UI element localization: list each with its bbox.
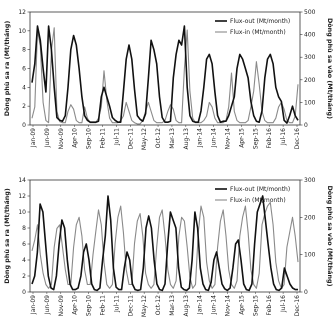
legend-label-flux-out: Flux-out (Mt/month)	[230, 186, 290, 193]
y-right-axis-label: Dòng phù sa vào (Mt/tháng)	[326, 18, 334, 119]
x-tick-label: Mar-13	[169, 295, 176, 316]
legend-label-flux-in: Flux-in (Mt/month)	[230, 29, 286, 36]
legend-label-flux-in: Flux-in (Mt/month)	[230, 197, 286, 204]
series-line-flux-in	[31, 27, 299, 125]
y-left-axis-label: Dòng phù sa ra (Mt/tháng)	[3, 188, 11, 284]
y-right-tick-label: 300	[304, 54, 316, 61]
x-tick-label: Apr-10	[72, 295, 79, 315]
x-tick-label: Oct-12	[155, 295, 162, 315]
x-tick-label: Sep-10	[86, 295, 93, 316]
x-tick-label: Jun-14	[211, 295, 218, 315]
x-tick-label: Dec-11	[127, 295, 134, 317]
x-tick-label: Nov-09	[58, 295, 65, 317]
x-tick-label: Feb-11	[99, 128, 106, 149]
x-tick-label: Jan-09	[30, 295, 37, 315]
y-left-tick-label: 6	[22, 241, 26, 248]
x-tick-label: Mar-13	[169, 128, 176, 149]
x-tick-label: Jul-11	[113, 295, 120, 313]
y-left-tick-label: 2	[22, 103, 26, 110]
y-left-axis-label: Dòng phù sa ra (Mt/tháng)	[3, 21, 11, 117]
x-tick-label: Dec-16	[294, 128, 301, 150]
x-tick-label: Jul-11	[113, 128, 120, 146]
x-tick-label: Jan-14	[197, 295, 204, 315]
x-tick-label: Nov-14	[225, 128, 232, 150]
x-tick-label: Aug-13	[183, 295, 190, 317]
y-left-tick-label: 12	[18, 9, 26, 16]
y-left-tick-label: 10	[18, 28, 26, 35]
x-tick-label: Jun-09	[44, 128, 51, 148]
y-left-tick-label: 0	[22, 122, 26, 129]
series-line-flux-in	[31, 201, 299, 289]
x-tick-label: May-12	[141, 295, 148, 317]
y-left-tick-label: 0	[22, 289, 26, 296]
y-right-tick-label: 400	[304, 32, 316, 39]
series-line-flux-out	[31, 25, 299, 124]
x-tick-label: Apr-15	[238, 128, 245, 148]
y-right-tick-label: 0	[304, 122, 308, 129]
y-right-tick-label: 300	[304, 177, 316, 184]
y-right-tick-label: 100	[304, 99, 316, 106]
chart-panel-top: 0 2 4 6 8 10 12 0 100 200 300 400 500 Jan-09 Jun-09 Nov…	[3, 9, 334, 150]
y-left-tick-label: 6	[22, 66, 26, 73]
x-tick-label: Feb-16	[266, 128, 273, 149]
x-tick-label: Dec-11	[127, 128, 134, 150]
x-tick-label: Apr-15	[238, 295, 245, 315]
x-tick-label: Sep-15	[252, 295, 259, 316]
x-tick-label: Dec-16	[294, 295, 301, 317]
plot-frame	[29, 179, 301, 293]
y-left-tick-label: 8	[22, 47, 26, 54]
y-right-axis-label: Dòng phù sa vào (Mt/tháng)	[326, 185, 334, 286]
y-right-tick-label: 0	[304, 289, 308, 296]
y-left-tick-label: 4	[22, 257, 26, 264]
y-right-tick-label: 200	[304, 214, 316, 221]
y-left-tick-label: 4	[22, 84, 26, 91]
x-tick-label: Jul-16	[280, 295, 287, 313]
y-left-tick-label: 8	[22, 225, 26, 232]
x-tick-label: Jan-14	[197, 128, 204, 148]
y-left-tick-label: 10	[18, 209, 26, 216]
x-tick-label: Jan-09	[30, 128, 37, 148]
x-tick-label: Jun-09	[44, 295, 51, 315]
x-tick-label: Feb-16	[266, 295, 273, 316]
x-tick-label: Apr-10	[72, 128, 79, 148]
x-tick-label: Nov-09	[58, 128, 65, 150]
x-tick-label: Nov-14	[225, 295, 232, 317]
x-tick-label: Sep-10	[86, 128, 93, 149]
x-tick-label: Aug-13	[183, 128, 190, 150]
y-left-tick-label: 14	[18, 177, 26, 184]
legend-label-flux-out: Flux-out (Mt/month)	[230, 18, 290, 25]
x-tick-label: May-12	[141, 128, 148, 150]
y-left-tick-label: 12	[18, 193, 26, 200]
series-line-flux-out	[31, 195, 298, 292]
x-tick-label: Sep-15	[252, 128, 259, 149]
y-right-tick-label: 100	[304, 252, 316, 259]
y-right-tick-label: 500	[304, 9, 316, 16]
x-tick-label: Jul-16	[280, 128, 287, 146]
x-tick-label: Jun-14	[211, 128, 218, 148]
y-left-tick-label: 2	[22, 273, 26, 280]
x-tick-label: Feb-11	[99, 295, 106, 316]
x-tick-label: Oct-12	[155, 128, 162, 148]
y-right-tick-label: 200	[304, 77, 316, 84]
chart-panel-bottom: 0 2 4 6 8 10 12 14 0 100 200 300 Jan-09 Jun-09 Nov-09 A…	[3, 177, 334, 317]
